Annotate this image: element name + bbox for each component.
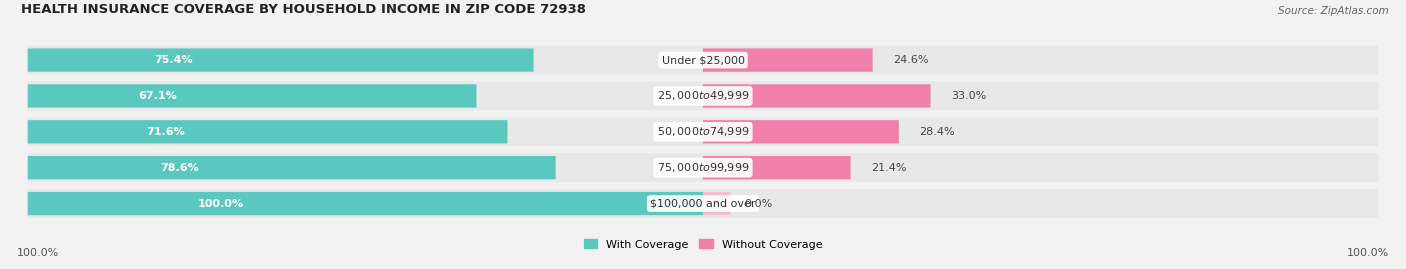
FancyBboxPatch shape [703,84,931,108]
Text: 78.6%: 78.6% [160,163,198,173]
FancyBboxPatch shape [28,48,534,72]
FancyBboxPatch shape [703,156,851,179]
Text: 100.0%: 100.0% [198,199,243,208]
FancyBboxPatch shape [703,120,898,143]
Text: 67.1%: 67.1% [138,91,177,101]
Text: $50,000 to $74,999: $50,000 to $74,999 [657,125,749,138]
Text: HEALTH INSURANCE COVERAGE BY HOUSEHOLD INCOME IN ZIP CODE 72938: HEALTH INSURANCE COVERAGE BY HOUSEHOLD I… [21,3,586,16]
FancyBboxPatch shape [28,118,1378,146]
Text: 24.6%: 24.6% [893,55,928,65]
Text: 100.0%: 100.0% [17,248,59,258]
FancyBboxPatch shape [28,120,508,143]
FancyBboxPatch shape [28,84,477,108]
FancyBboxPatch shape [703,192,731,215]
Text: 71.6%: 71.6% [146,127,186,137]
FancyBboxPatch shape [28,189,1378,218]
Text: 33.0%: 33.0% [950,91,986,101]
Legend: With Coverage, Without Coverage: With Coverage, Without Coverage [579,235,827,254]
Text: Under $25,000: Under $25,000 [661,55,745,65]
Text: Source: ZipAtlas.com: Source: ZipAtlas.com [1278,6,1389,16]
FancyBboxPatch shape [28,46,1378,75]
Text: $100,000 and over: $100,000 and over [650,199,756,208]
FancyBboxPatch shape [28,156,555,179]
Text: 28.4%: 28.4% [920,127,955,137]
FancyBboxPatch shape [28,153,1378,182]
FancyBboxPatch shape [28,192,703,215]
FancyBboxPatch shape [28,82,1378,110]
Text: 75.4%: 75.4% [155,55,193,65]
Text: $75,000 to $99,999: $75,000 to $99,999 [657,161,749,174]
FancyBboxPatch shape [703,48,873,72]
Text: 21.4%: 21.4% [872,163,907,173]
Text: 100.0%: 100.0% [1347,248,1389,258]
Text: $25,000 to $49,999: $25,000 to $49,999 [657,90,749,102]
Text: 0.0%: 0.0% [744,199,772,208]
